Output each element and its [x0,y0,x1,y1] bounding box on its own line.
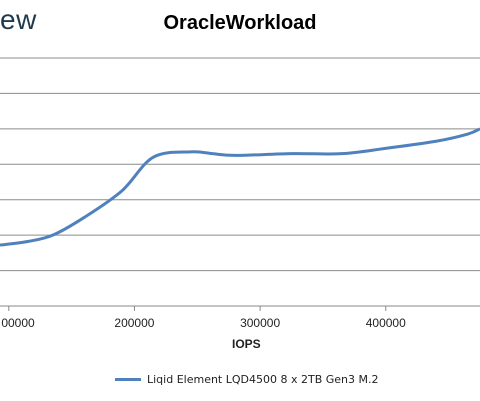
x-tick-label: 00000 [1,316,35,330]
chart-title: OracleWorkload [163,12,317,34]
grid-lines [0,57,480,272]
brand-logo-text: ew [0,4,37,35]
x-tick-label: 200000 [114,316,155,330]
x-tick-label: 300000 [240,316,281,330]
legend: Liqid Element LQD4500 8 x 2TB Gen3 M.2 [115,373,379,386]
series-line [0,127,480,247]
x-tick-label: 400000 [365,316,406,330]
legend-label: Liqid Element LQD4500 8 x 2TB Gen3 M.2 [147,373,379,386]
x-axis-title: IOPS [232,337,261,351]
x-axis-ticks [8,306,387,311]
series-group [0,127,480,247]
legend-swatch [115,378,141,381]
